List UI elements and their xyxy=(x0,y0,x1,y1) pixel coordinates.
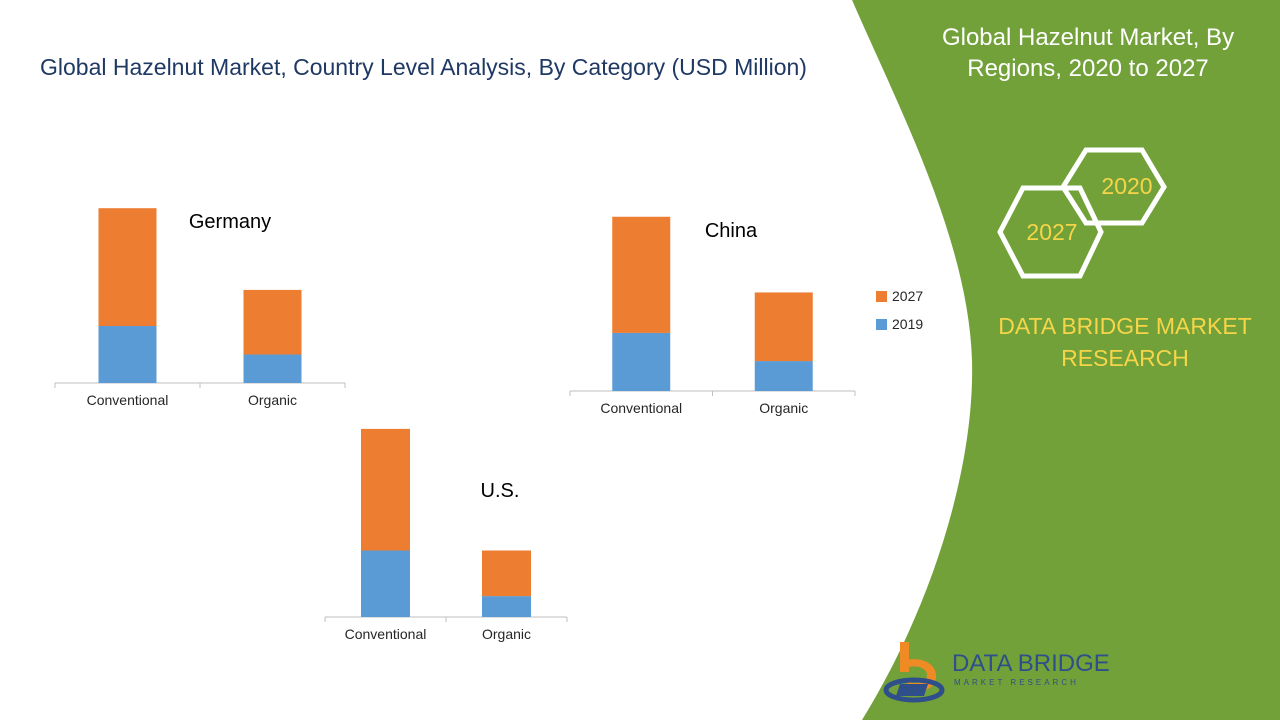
chart-china: Conventional Organic China xyxy=(569,216,856,416)
hex-year-2027: 2027 xyxy=(1026,219,1078,245)
chart-title-germany: Germany xyxy=(189,211,271,233)
chart-us: Conventional Organic U.S. xyxy=(324,428,568,642)
category-label: Organic xyxy=(482,626,531,642)
legend-item-2027: 2027 xyxy=(876,282,923,310)
side-panel-title: Global Hazelnut Market, By Regions, 2020… xyxy=(941,24,1235,82)
brand-text: DATA BRIDGE MARKET RESEARCH xyxy=(960,310,1280,374)
bar-china-organic-2027 xyxy=(754,292,813,362)
category-label: Conventional xyxy=(345,626,427,642)
bar-china-organic-2019 xyxy=(754,361,813,391)
legend: 2027 2019 xyxy=(876,282,923,338)
chart-title-u-s: U.S. xyxy=(481,480,520,502)
bar-china-conventional-2027 xyxy=(612,216,671,333)
legend-swatch-2027 xyxy=(876,290,887,302)
page-title: Global Hazelnut Market, Country Level An… xyxy=(40,54,807,80)
bar-u-s-organic-2019 xyxy=(482,596,531,617)
bar-germany-conventional-2019 xyxy=(98,326,157,383)
hex-year-2020: 2020 xyxy=(1101,173,1153,199)
bar-china-conventional-2019 xyxy=(612,332,671,391)
category-label: Organic xyxy=(759,400,808,416)
bar-u-s-organic-2027 xyxy=(482,550,531,597)
bar-germany-conventional-2027 xyxy=(98,208,157,326)
category-label: Conventional xyxy=(87,392,169,408)
bar-germany-organic-2019 xyxy=(243,354,302,383)
bar-germany-organic-2027 xyxy=(243,289,302,355)
legend-label-2019: 2019 xyxy=(892,316,924,332)
category-label: Organic xyxy=(248,392,297,408)
data-bridge-logo: DATA BRIDGE MARKET RESEARCH xyxy=(880,640,1110,710)
brand-line-2: RESEARCH xyxy=(1061,345,1189,371)
legend-label-2027: 2027 xyxy=(892,288,924,304)
bar-u-s-conventional-2019 xyxy=(361,550,410,617)
bar-u-s-conventional-2027 xyxy=(361,428,410,551)
brand-line-1: DATA BRIDGE MARKET xyxy=(998,313,1252,339)
chart-title-china: China xyxy=(705,220,758,242)
category-label: Conventional xyxy=(600,400,682,416)
legend-item-2019: 2019 xyxy=(876,310,923,338)
chart-germany: Conventional Organic Germany xyxy=(54,208,346,408)
logo-mark-icon xyxy=(883,642,945,703)
legend-swatch-2019 xyxy=(876,318,887,330)
logo-subtitle: MARKET RESEARCH xyxy=(954,678,1079,687)
logo-name: DATA BRIDGE xyxy=(952,650,1110,677)
